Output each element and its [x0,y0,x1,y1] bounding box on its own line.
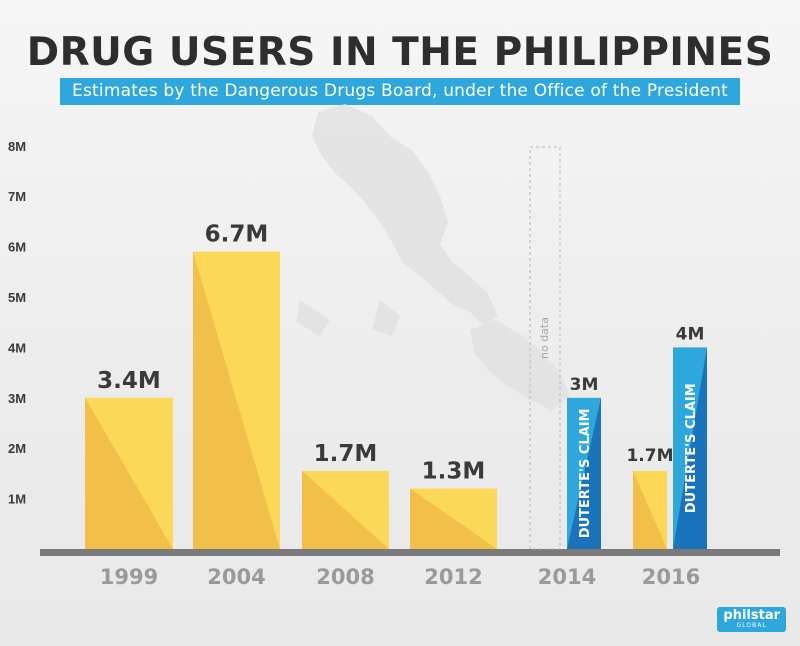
claim-bar-shade [567,397,601,549]
philstar-logo: philstar GLOBAL [717,607,786,632]
logo-main: philstar [723,608,780,623]
bar-shade [193,251,280,549]
series-label: DUTERTE'S CLAIM [684,383,699,513]
data-label: 1.7M [626,446,673,466]
x-tick-label: 2012 [424,565,482,589]
bar-shade [633,470,667,549]
x-tick-label: 2008 [316,565,374,589]
bar-shade [85,397,173,549]
y-tick-label: 4M [8,340,26,355]
x-tick-label: 2014 [538,565,596,589]
bar-shade [410,488,497,549]
baseline [40,549,780,556]
y-tick-label: 1M [8,492,26,507]
no-data-box [529,146,561,550]
x-tick-label: 2004 [207,565,265,589]
no-data-label: no data [538,317,551,359]
y-tick-label: 6M [8,240,26,255]
bar-shade [302,470,389,549]
map-silhouette [296,104,570,410]
logo-sub: GLOBAL [736,622,767,629]
x-tick-label: 1999 [100,565,158,589]
data-label: 1.3M [422,459,486,485]
series-label: DUTERTE'S CLAIM [578,409,593,539]
data-label: 3M [570,375,599,395]
chart-title: DRUG USERS IN THE PHILIPPINES [26,30,774,75]
y-tick-label: 8M [8,139,26,154]
y-tick-label: 2M [8,441,26,456]
data-label: 4M [676,324,705,344]
y-tick-label: 3M [8,391,26,406]
y-tick-label: 5M [8,290,26,305]
data-label: 1.7M [314,441,378,467]
chart-subtitle: Estimates by the Dangerous Drugs Board, … [60,78,740,105]
data-label: 3.4M [97,368,161,394]
y-axis: 1M 2M 3M 4M 5M 6M 7M 8M [8,139,26,507]
y-tick-label: 7M [8,189,26,204]
claim-bar-shade [673,347,707,549]
plot-area: 1999 2004 2008 2012 2014 2016 3.4M 6.7M 1.7M 1.3M… [40,146,780,589]
x-tick-label: 2016 [642,565,700,589]
data-label: 6.7M [205,222,269,248]
